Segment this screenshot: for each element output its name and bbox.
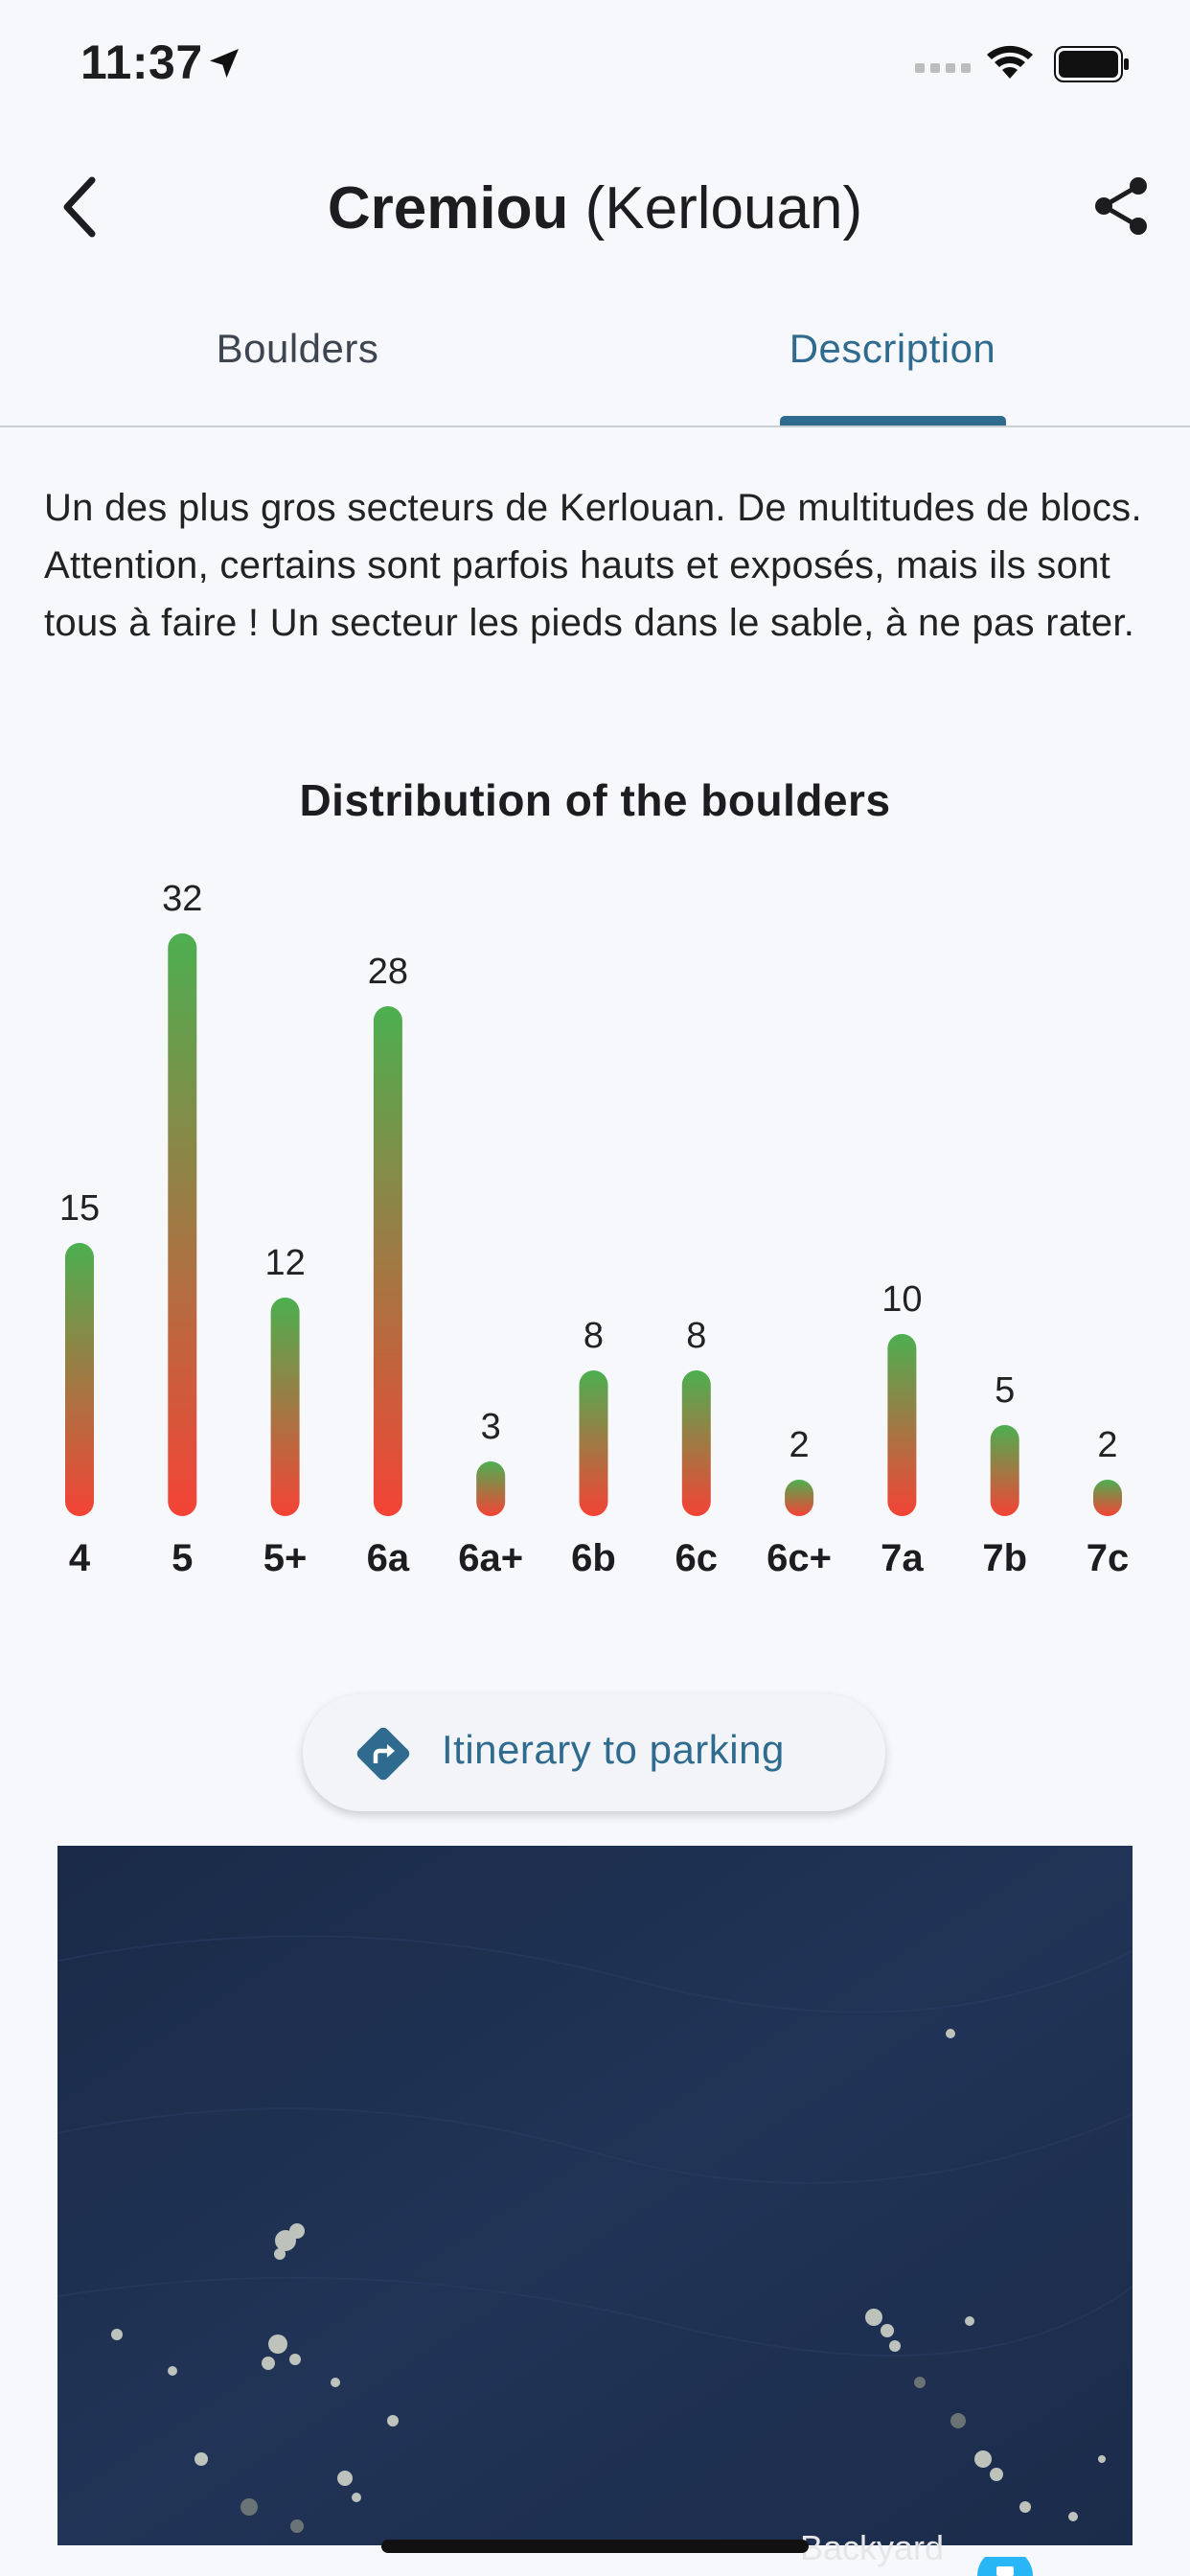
chart-value-label: 8 — [686, 1316, 706, 1356]
map-imagery — [57, 1846, 1133, 2545]
chart-category-label: 6c+ — [767, 1537, 832, 1579]
chart-bar — [476, 1461, 506, 1516]
chart-category-label: 4 — [69, 1537, 91, 1579]
home-indicator — [381, 2540, 809, 2553]
chart-value-label: 2 — [790, 1425, 810, 1465]
chart-value-label: 5 — [995, 1370, 1015, 1411]
status-time: 11:37 — [80, 35, 203, 89]
chart-value-label: 10 — [881, 1279, 922, 1320]
chart-value-label: 28 — [368, 952, 408, 992]
directions-icon — [356, 1727, 410, 1781]
tab-bar: Boulders Description — [0, 307, 1190, 427]
location-arrow-icon — [210, 49, 239, 78]
chart-bar — [990, 1425, 1019, 1516]
itinerary-button[interactable]: Itinerary to parking — [303, 1694, 885, 1811]
chart-value-label: 2 — [1097, 1425, 1117, 1465]
wifi-icon — [987, 45, 1033, 79]
chart-bar — [373, 1006, 402, 1516]
chart-category-label: 5 — [172, 1537, 193, 1579]
chart-category-label: 7b — [982, 1537, 1027, 1579]
satellite-map[interactable] — [57, 1846, 1133, 2545]
status-bar: 11:37 — [0, 0, 1190, 129]
chart-bar — [785, 1480, 814, 1516]
chart-bar — [681, 1370, 711, 1516]
chart-title: Distribution of the boulders — [299, 775, 891, 825]
chart-value-label: 15 — [59, 1188, 100, 1229]
grade-distribution-chart: 15 4 32 5 12 5+ 28 6a 3 6a+ 8 6b 8 6c 2 6c+ 10 7a 5 7b 2 7c — [59, 879, 1130, 1579]
share-icon[interactable] — [1088, 172, 1156, 240]
tab-boulders[interactable]: Boulders — [216, 326, 379, 371]
battery-icon — [1054, 46, 1129, 82]
chart-category-label: 6a+ — [458, 1537, 523, 1579]
chart-bar — [579, 1370, 608, 1516]
map-attribution: Backyard — [800, 2528, 945, 2567]
chart-bar — [168, 933, 197, 1516]
chart-bar — [1093, 1480, 1122, 1516]
chart-category-label: 7a — [881, 1537, 924, 1579]
page-title: Cremiou (Kerlouan) — [0, 171, 1190, 247]
sector-description: Un des plus gros secteurs de Kerlouan. D… — [44, 487, 1142, 644]
chart-value-label: 3 — [481, 1407, 501, 1447]
signal-icon — [915, 63, 971, 73]
tab-description[interactable]: Description — [789, 326, 996, 371]
chart-value-label: 32 — [162, 879, 202, 919]
page-title-name: Cremiou — [327, 175, 569, 242]
chart-bar — [887, 1334, 917, 1516]
back-chevron-icon[interactable] — [54, 172, 107, 242]
chart-category-label: 7c — [1087, 1537, 1130, 1579]
chart-bar — [65, 1243, 94, 1516]
chart-bar — [270, 1298, 300, 1516]
page-title-location: (Kerlouan) — [584, 175, 863, 242]
chart-category-label: 6a — [367, 1537, 410, 1579]
tab-selected-indicator — [780, 416, 1006, 426]
chart-value-label: 8 — [584, 1316, 604, 1356]
chart-category-label: 6b — [571, 1537, 616, 1579]
camera-icon[interactable] — [977, 2557, 1033, 2576]
chart-value-label: 12 — [264, 1243, 305, 1283]
itinerary-label: Itinerary to parking — [442, 1727, 785, 1772]
chart-category-label: 6c — [675, 1537, 719, 1579]
chart-category-label: 5+ — [263, 1537, 308, 1579]
